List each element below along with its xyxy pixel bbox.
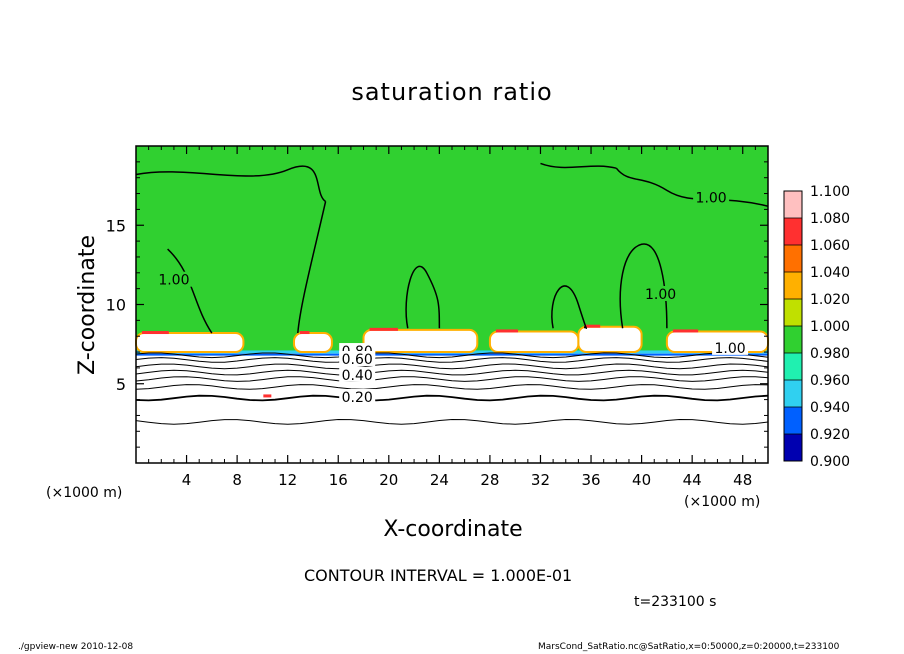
contour-label-bg	[339, 350, 376, 366]
contour-label: 1.00	[696, 190, 727, 206]
x-axis-label: X-coordinate	[383, 517, 522, 542]
colorbar-label: 0.940	[810, 400, 850, 416]
colorbar-swatch	[784, 218, 802, 245]
colorbar-swatch	[784, 380, 802, 407]
colorbar-swatch	[784, 191, 802, 218]
footer-program: ./gpview-new 2010-12-08	[18, 642, 134, 652]
z-tick-label: 15	[106, 216, 126, 235]
contour-label-bg	[712, 339, 749, 355]
colorbar-swatch	[784, 272, 802, 299]
time-stamp: t=233100 s	[634, 594, 717, 610]
contour-labels: 1.001.001.001.000.800.600.400.20	[155, 189, 749, 406]
contour-label: 1.00	[714, 341, 745, 357]
contour-line-1-00	[405, 265, 441, 329]
cloud-edge	[584, 324, 601, 328]
colorbar-label: 1.000	[810, 319, 850, 335]
cloud-patch	[362, 328, 479, 354]
contour-line-1-00	[135, 165, 327, 203]
band-blue	[136, 353, 768, 356]
contour-label-bg	[693, 189, 730, 205]
contour-line-1-00	[167, 248, 213, 334]
cloud-edge	[300, 331, 310, 335]
contour-label: 0.60	[342, 352, 373, 368]
colorbar-swatch	[784, 434, 802, 461]
cloud-patch	[135, 332, 245, 354]
x-tick-label: 12	[278, 471, 297, 489]
cloud-edge	[142, 331, 169, 335]
x-tick-label: 48	[733, 471, 752, 489]
x-tick-label: 16	[329, 471, 348, 489]
contour-line-1-00	[297, 201, 327, 334]
contour-line	[135, 394, 769, 402]
x-tick-label: 44	[683, 471, 702, 489]
colorbar-swatch	[784, 299, 802, 326]
contour-line	[135, 376, 769, 382]
z-tick-label: 10	[106, 296, 126, 315]
saturated-region	[136, 146, 768, 353]
colorbar-label: 0.900	[810, 454, 850, 470]
colorbar: 1.100 1.080 1.060 1.040 1.020 1.000 0.980 0.960…	[783, 184, 850, 470]
chart-title: saturation ratio	[351, 78, 553, 106]
x-tick-label: 24	[430, 471, 449, 489]
z-axis: 5 10 15	[106, 161, 768, 448]
x-tick-label: 8	[232, 471, 242, 489]
contour-label-bg	[642, 285, 679, 301]
x-tick-label: 36	[581, 471, 600, 489]
cloud-edge	[263, 394, 272, 398]
z-tick-label: 5	[116, 375, 126, 394]
colorbar-swatch	[784, 326, 802, 353]
cloud-edge	[495, 329, 519, 333]
colorbar-label: 0.920	[810, 427, 850, 443]
z-axis-label: Z-coordinate	[75, 235, 100, 375]
colorbar-label: 0.980	[810, 346, 850, 362]
contour-label-bg	[339, 366, 376, 382]
cloud-patch	[488, 330, 580, 354]
contour-line-1-00	[615, 167, 769, 207]
colorbar-swatch	[784, 353, 802, 380]
contour-label: 0.40	[342, 368, 373, 384]
colorbar-swatch	[784, 407, 802, 434]
contour-line-1-00	[540, 162, 617, 169]
x-tick-label: 4	[182, 471, 192, 489]
cloud-patch	[293, 332, 333, 354]
contour-label-bg	[155, 271, 192, 287]
z-unit-label: (×1000 m)	[46, 485, 122, 501]
x-unit-label: (×1000 m)	[684, 494, 760, 510]
contour-line	[135, 352, 769, 359]
contour-label: 0.20	[342, 390, 373, 406]
footer-source: MarsCond_SatRatio.nc@SatRatio,x=0:50000,…	[538, 642, 840, 652]
contour-line-1-00	[551, 285, 587, 329]
colorbar-label: 1.100	[810, 184, 850, 200]
colorbar-label: 0.960	[810, 373, 850, 389]
colorbar-label: 1.080	[810, 211, 850, 227]
saturation-fill	[135, 146, 770, 463]
cloud-patch	[577, 325, 643, 354]
contour-line	[135, 363, 769, 370]
x-tick-label: 32	[531, 471, 550, 489]
contour-label: 1.00	[158, 273, 189, 289]
colorbar-swatch	[784, 245, 802, 272]
x-tick-label: 28	[480, 471, 499, 489]
colorbar-label: 1.060	[810, 238, 850, 254]
contour-label-bg	[339, 389, 376, 405]
cloud-edge	[369, 327, 398, 331]
x-tick-label: 40	[632, 471, 651, 489]
contour-label: 1.00	[645, 287, 676, 303]
cloud-edge	[672, 329, 699, 333]
x-tick-label: 20	[379, 471, 398, 489]
contour-line	[135, 357, 769, 363]
contour-line	[135, 384, 769, 390]
x-axis: 4 8 12 16 20 24 28 32 36 40 44 48	[148, 146, 756, 489]
contour-line	[135, 369, 769, 376]
contour-interval: CONTOUR INTERVAL = 1.000E-01	[304, 566, 573, 585]
colorbar-label: 1.020	[810, 292, 850, 308]
contour-line	[135, 418, 769, 425]
colorbar-label: 1.040	[810, 265, 850, 281]
